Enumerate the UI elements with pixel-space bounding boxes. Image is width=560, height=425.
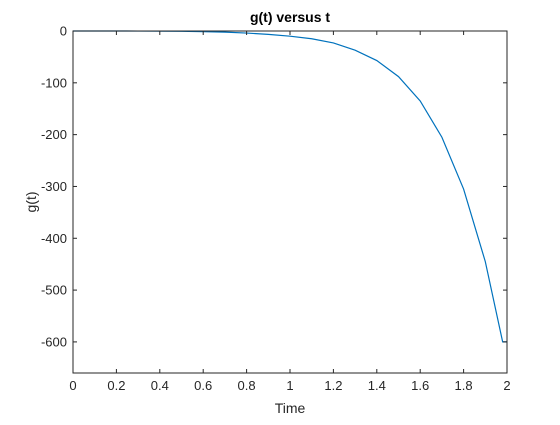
- x-ticks: 0 0.2 0.4 0.6 0.8 1 1.2 1.4 1.6 1.8 2: [69, 31, 511, 393]
- x-tick-label: 1.6: [411, 378, 429, 393]
- x-tick-label: 0: [69, 378, 76, 393]
- y-tick-label: -500: [41, 283, 67, 298]
- x-tick-label: 0.4: [151, 378, 169, 393]
- x-tick-label: 2: [503, 378, 510, 393]
- x-tick-label: 1: [286, 378, 293, 393]
- x-axis-label: Time: [275, 400, 306, 416]
- x-tick-label: 0.2: [107, 378, 125, 393]
- y-tick-label: 0: [60, 24, 67, 39]
- y-tick-label: -400: [41, 231, 67, 246]
- x-tick-label: 1.2: [324, 378, 342, 393]
- plot-area: [73, 31, 507, 373]
- x-tick-label: 0.8: [238, 378, 256, 393]
- y-tick-label: -600: [41, 334, 67, 349]
- x-tick-label: 1.4: [368, 378, 386, 393]
- y-tick-label: -100: [41, 75, 67, 90]
- y-ticks: 0 -100 -200 -300 -400 -500 -600: [41, 24, 507, 349]
- x-tick-label: 0.6: [194, 378, 212, 393]
- y-tick-label: -200: [41, 127, 67, 142]
- x-tick-label: 1.8: [455, 378, 473, 393]
- y-axis-label: g(t): [23, 192, 39, 213]
- chart-title: g(t) versus t: [250, 9, 330, 25]
- y-tick-label: -300: [41, 179, 67, 194]
